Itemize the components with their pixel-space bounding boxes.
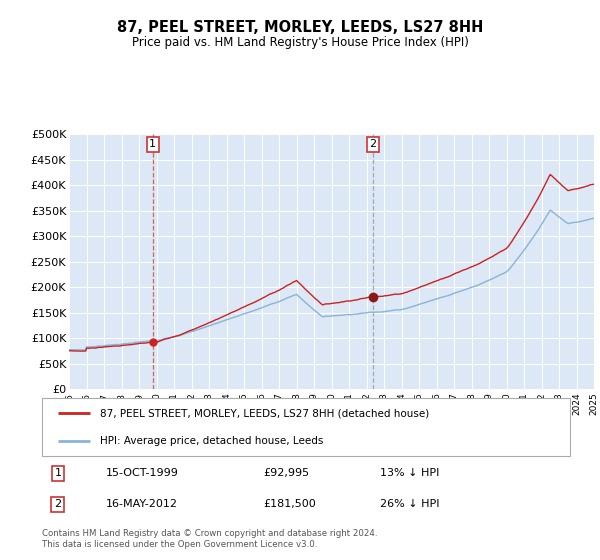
- FancyBboxPatch shape: [42, 398, 570, 456]
- Text: £92,995: £92,995: [264, 468, 310, 478]
- Text: HPI: Average price, detached house, Leeds: HPI: Average price, detached house, Leed…: [100, 436, 323, 446]
- Text: 15-OCT-1999: 15-OCT-1999: [106, 468, 178, 478]
- Text: Price paid vs. HM Land Registry's House Price Index (HPI): Price paid vs. HM Land Registry's House …: [131, 36, 469, 49]
- Text: 87, PEEL STREET, MORLEY, LEEDS, LS27 8HH (detached house): 87, PEEL STREET, MORLEY, LEEDS, LS27 8HH…: [100, 408, 430, 418]
- Text: 2: 2: [54, 500, 61, 509]
- Text: 2: 2: [370, 139, 377, 150]
- Text: 1: 1: [55, 468, 61, 478]
- Text: Contains HM Land Registry data © Crown copyright and database right 2024.
This d: Contains HM Land Registry data © Crown c…: [42, 529, 377, 549]
- Text: 87, PEEL STREET, MORLEY, LEEDS, LS27 8HH: 87, PEEL STREET, MORLEY, LEEDS, LS27 8HH: [117, 20, 483, 35]
- Text: 1: 1: [149, 139, 157, 150]
- Text: 26% ↓ HPI: 26% ↓ HPI: [380, 500, 439, 509]
- Text: 13% ↓ HPI: 13% ↓ HPI: [380, 468, 439, 478]
- Text: 16-MAY-2012: 16-MAY-2012: [106, 500, 178, 509]
- Text: £181,500: £181,500: [264, 500, 317, 509]
